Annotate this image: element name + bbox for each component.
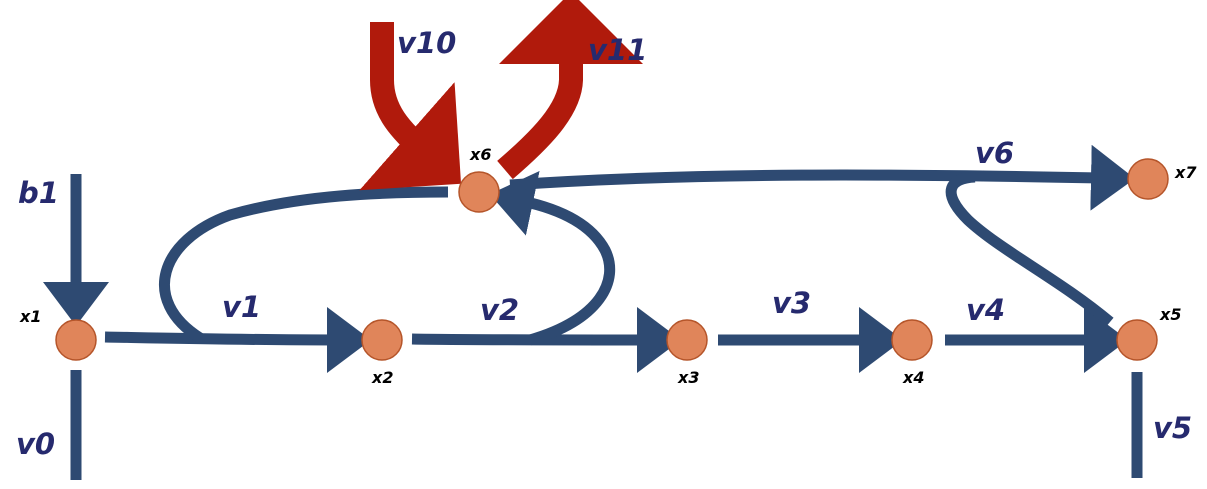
node-x6 (458, 171, 500, 213)
node-x3 (666, 319, 708, 361)
flow-label-b1: b1 (18, 176, 59, 210)
node-x7 (1127, 158, 1169, 200)
node-label-x2: x2 (371, 368, 393, 387)
flow-label-v11: v11 (588, 33, 647, 67)
flow-v2-edge (411, 306, 681, 373)
node-label-x4: x4 (902, 368, 924, 387)
flow-label-v4: v4 (966, 293, 1005, 327)
node-x5 (1116, 319, 1158, 361)
flow-v6-edge (509, 144, 1135, 211)
flow-label-v10: v10 (397, 26, 456, 60)
node-label-x1: x1 (19, 307, 41, 326)
flow-label-v6: v6 (975, 136, 1014, 170)
node-label-x7: x7 (1174, 163, 1197, 182)
node-label-x3: x3 (677, 368, 699, 387)
flow-label-v1: v1 (222, 290, 261, 324)
flow-label-v3: v3 (772, 286, 811, 320)
flow-v10-edge (359, 22, 462, 191)
node-label-x6: x6 (469, 145, 491, 164)
node-label-x5: x5 (1159, 305, 1181, 324)
flow-v2-branch-edge (489, 171, 616, 346)
node-x2 (361, 319, 403, 361)
flow-v11-edge (497, 0, 643, 180)
flow-label-v5: v5 (1153, 411, 1192, 445)
flow-v1-branch-edge (158, 186, 449, 343)
node-x1 (55, 319, 97, 361)
flow-label-v2: v2 (480, 293, 519, 327)
flow-v6-branch-edge (945, 171, 1114, 327)
flow-label-v0: v0 (16, 427, 55, 461)
node-x4 (891, 319, 933, 361)
flow-v1-edge (104, 306, 371, 373)
